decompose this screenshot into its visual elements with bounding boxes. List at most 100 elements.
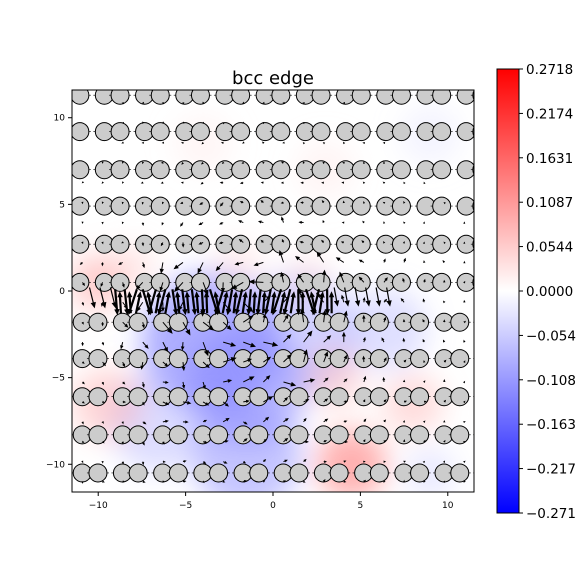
atom <box>329 312 349 332</box>
atom <box>128 387 148 407</box>
arrow-head <box>422 460 426 464</box>
arrow-head <box>181 366 186 372</box>
arrow-head <box>160 181 164 184</box>
arrow-head <box>165 291 171 298</box>
atom <box>49 350 67 368</box>
arrow-head <box>180 201 184 204</box>
displacement-arrow <box>164 294 170 314</box>
arrow-head <box>358 276 363 281</box>
arrow-head <box>218 241 223 245</box>
arrow-head <box>263 438 268 442</box>
arrow-head <box>423 480 426 483</box>
arrow-head <box>200 309 206 316</box>
arrow-head <box>219 181 223 184</box>
arrow-head <box>342 200 345 204</box>
arrow-head <box>260 181 264 184</box>
colorbar-tick-label: −0.2174 <box>526 462 576 478</box>
arrow-head <box>298 220 302 224</box>
arrow-head <box>382 241 386 244</box>
arrow-head <box>160 161 164 164</box>
atom <box>271 160 291 180</box>
arrow-head <box>404 400 408 403</box>
arrow-head <box>205 402 210 406</box>
displacement-arrow <box>256 289 262 312</box>
arrow-head <box>328 291 335 298</box>
arrow-head <box>122 363 125 368</box>
arrow-head <box>463 241 466 244</box>
arrow-head <box>463 460 466 464</box>
atom <box>72 122 90 142</box>
atom <box>49 313 67 331</box>
arrow-head <box>342 101 346 104</box>
displacement-arrow <box>200 289 205 312</box>
arrow-head <box>239 181 243 185</box>
arrow-head <box>230 342 237 347</box>
y-tick-label: 10 <box>54 114 66 124</box>
arrow-head <box>248 315 254 321</box>
arrow-head <box>117 291 123 298</box>
arrow-head <box>382 181 386 185</box>
arrow-head <box>191 308 198 316</box>
colorbar-tick-label: −0.2718 <box>526 506 576 522</box>
arrow-head <box>121 221 124 225</box>
colorbar-tick-label: 0.0544 <box>526 240 573 256</box>
arrow-head <box>422 420 426 423</box>
arrow-head <box>278 250 284 256</box>
arrow-head <box>231 284 238 290</box>
arrow-head <box>344 420 348 423</box>
displacement-arrow <box>88 287 95 305</box>
displacement-arrow <box>235 289 244 313</box>
arrow-head <box>204 440 208 444</box>
arrow-head <box>101 201 104 205</box>
arrow-head <box>180 346 185 351</box>
atom <box>391 196 411 216</box>
arrow-head <box>122 381 126 385</box>
arrow-head <box>324 398 329 402</box>
arrow-head <box>257 220 262 224</box>
arrow-head <box>118 261 122 265</box>
arrow-head <box>266 356 272 361</box>
arrow-head <box>242 101 245 104</box>
arrow-head <box>101 460 104 464</box>
atom <box>150 234 170 254</box>
atom <box>231 196 251 216</box>
atom <box>72 196 90 216</box>
arrow-head <box>122 480 126 483</box>
arrow-head <box>363 479 367 483</box>
arrow-head <box>182 121 185 124</box>
arrow-head <box>165 380 169 384</box>
atom <box>190 272 210 292</box>
arrow-head <box>81 460 84 464</box>
arrow-head <box>343 480 347 483</box>
atom <box>432 272 452 292</box>
displacement-arrow <box>375 287 380 304</box>
arrow-head <box>321 239 325 243</box>
atom <box>450 463 470 483</box>
arrow-head <box>271 341 279 347</box>
arrow-head <box>224 402 229 407</box>
arrow-head <box>263 458 267 462</box>
atom <box>88 387 108 407</box>
atom <box>410 312 430 332</box>
atom <box>72 234 90 254</box>
displacement-arrow <box>354 287 359 304</box>
arrow-head <box>443 379 446 382</box>
arrow-head <box>362 181 366 184</box>
atom <box>311 272 331 292</box>
arrow-head <box>121 461 124 465</box>
displacement-arrow <box>171 289 178 312</box>
arrow-head <box>443 201 446 205</box>
arrow-head <box>200 161 204 165</box>
arrow-head <box>166 327 173 334</box>
displacement-arrow <box>365 287 370 304</box>
arrow-head <box>361 240 365 244</box>
arrow-head <box>222 122 225 125</box>
atom <box>271 234 291 254</box>
arrow-head <box>422 221 425 224</box>
arrow-head <box>90 301 96 309</box>
arrow-head <box>343 310 348 316</box>
arrow-head <box>141 384 145 388</box>
x-tick-label: 10 <box>442 501 454 511</box>
arrow-head <box>265 416 270 421</box>
atom <box>209 425 229 445</box>
